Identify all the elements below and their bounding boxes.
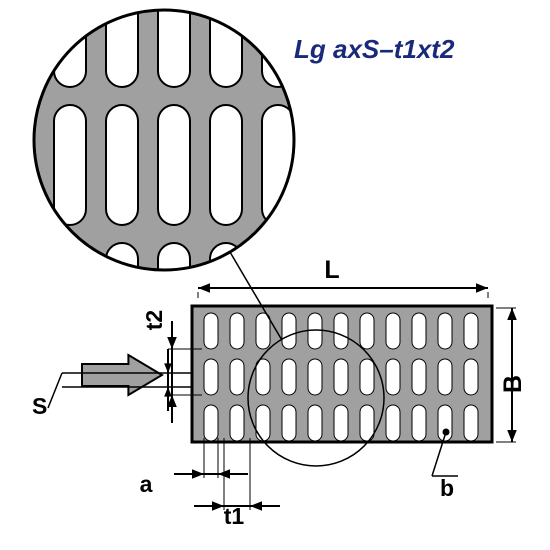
title-text: Lg axS–t1xt2 [294,34,455,64]
svg-text:t1: t1 [224,503,245,529]
perforated-sheet [192,306,492,442]
svg-text:B: B [499,375,527,393]
direction-arrow-icon [82,355,162,395]
svg-text:t2: t2 [141,310,167,330]
svg-text:L: L [324,256,339,284]
svg-text:b: b [440,475,454,501]
svg-text:S: S [32,393,47,419]
svg-text:a: a [140,471,153,497]
